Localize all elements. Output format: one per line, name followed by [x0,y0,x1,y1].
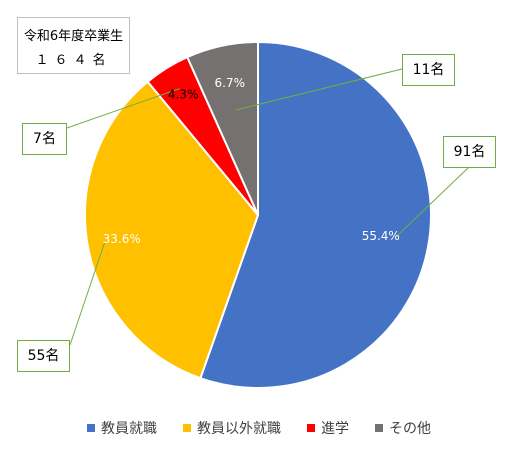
chart-legend: 教員就職 教員以外就職 進学 その他 [0,418,518,438]
pie-slice-other-employment [84,80,260,380]
leader-line-further-study [66,88,180,129]
count-label-teacher: 91名 [443,136,496,168]
legend-item-further-study: 進学 [307,418,349,438]
legend-label-other: その他 [389,421,431,437]
chart-subtitle-total: １６４名 [35,53,112,68]
count-label-further-study: 7名 [22,123,67,155]
pct-label-other: 6.7% [215,76,246,90]
legend-item-teacher: 教員就職 [87,418,157,438]
legend-swatch-further-study [307,424,315,432]
leader-line-other-employment [69,242,106,346]
legend-label-further-study: 進学 [321,421,349,437]
chart-title: 令和6年度卒業生 [23,29,124,44]
count-label-other: 11名 [402,54,455,86]
legend-swatch-other-employment [183,424,191,432]
chart-title-box: 令和6年度卒業生 １６４名 [17,17,130,74]
legend-label-teacher: 教員就職 [101,421,157,437]
pct-label-teacher: 55.4% [362,229,400,243]
pct-label-further-study: 4.3% [168,88,199,102]
legend-label-other-employment: 教員以外就職 [197,421,281,437]
leader-line-teacher [394,167,469,239]
legend-swatch-teacher [87,424,95,432]
legend-swatch-other [375,424,383,432]
legend-item-other: その他 [375,418,431,438]
count-label-other-employment: 55名 [17,340,70,372]
leader-line-other [235,68,403,111]
pct-label-other-employment: 33.6% [103,232,141,246]
pie-slice-other [185,40,259,216]
legend-item-other-employment: 教員以外就職 [183,418,281,438]
